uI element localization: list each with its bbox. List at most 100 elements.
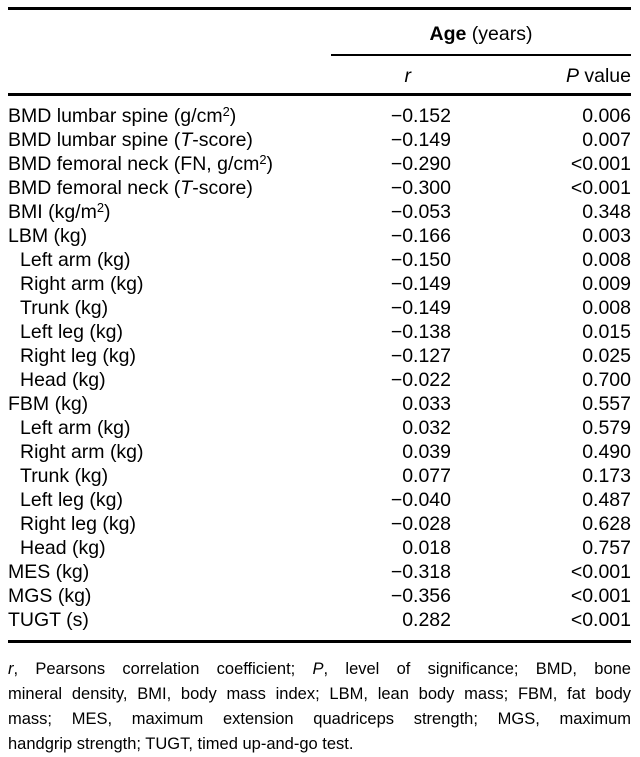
- r-value: −0.356: [390, 585, 451, 607]
- row-label: FBM (kg): [8, 393, 89, 415]
- table-row: BMD lumbar spine (T-score) −0.149 0.007: [8, 128, 631, 152]
- table-row: Left arm (kg) 0.032 0.579: [8, 416, 631, 440]
- table-row: MGS (kg) −0.356 <0.001: [8, 584, 631, 608]
- table-row: Right leg (kg) −0.127 0.025: [8, 344, 631, 368]
- row-label: MGS (kg): [8, 585, 92, 607]
- row-label: BMD lumbar spine (g/cm2): [8, 104, 237, 127]
- table-row: Head (kg) −0.022 0.700: [8, 368, 631, 392]
- p-value: 0.487: [582, 489, 631, 511]
- table-row: Trunk (kg) −0.149 0.008: [8, 296, 631, 320]
- r-value: 0.018: [402, 537, 451, 559]
- row-label: Head (kg): [20, 369, 106, 391]
- column-headers-row: r P value: [8, 56, 632, 93]
- table-bottom-rule: [8, 640, 631, 643]
- r-value: −0.152: [390, 105, 451, 127]
- column-header-p-value: P value: [565, 65, 631, 87]
- r-value: 0.282: [402, 609, 451, 631]
- p-value: <0.001: [570, 177, 631, 199]
- r-value: −0.138: [390, 321, 451, 343]
- p-value: 0.007: [582, 129, 631, 151]
- footnote-line: mass; MES, maximum extension quadriceps …: [8, 710, 631, 728]
- row-label: Left leg (kg): [20, 489, 123, 511]
- table-top-rule: [8, 7, 631, 10]
- r-value: −0.166: [390, 225, 451, 247]
- table-row: Left leg (kg) −0.040 0.487: [8, 488, 631, 512]
- column-header-r: r: [404, 65, 412, 87]
- r-value: −0.053: [390, 201, 451, 223]
- table-row: BMD lumbar spine (g/cm2) −0.152 0.006: [8, 104, 631, 128]
- row-label: Head (kg): [20, 537, 106, 559]
- r-value: −0.150: [390, 249, 451, 271]
- row-label: TUGT (s): [8, 609, 89, 631]
- table-row: Right arm (kg) −0.149 0.009: [8, 272, 631, 296]
- row-label: Right leg (kg): [20, 345, 136, 367]
- p-value: 0.008: [582, 297, 631, 319]
- p-value: <0.001: [570, 585, 631, 607]
- r-value: −0.318: [390, 561, 451, 583]
- r-value: −0.127: [390, 345, 451, 367]
- r-value: 0.033: [402, 393, 451, 415]
- row-label: Right arm (kg): [20, 273, 144, 295]
- table-row: Head (kg) 0.018 0.757: [8, 536, 631, 560]
- p-value: 0.009: [582, 273, 631, 295]
- p-value: 0.008: [582, 249, 631, 271]
- p-value: 0.579: [582, 417, 631, 439]
- table-row: FBM (kg) 0.033 0.557: [8, 392, 631, 416]
- r-value: 0.039: [402, 441, 451, 463]
- r-value: −0.028: [390, 513, 451, 535]
- column-header-spacer: [8, 64, 331, 88]
- row-label: Left arm (kg): [20, 417, 131, 439]
- footnote-line: r, Pearsons correlation coefficient; P, …: [8, 660, 631, 678]
- row-label: MES (kg): [8, 561, 90, 583]
- row-label: Right leg (kg): [20, 513, 136, 535]
- p-value: 0.025: [582, 345, 631, 367]
- r-value: 0.032: [402, 417, 451, 439]
- row-label: Right arm (kg): [20, 441, 144, 463]
- header-bottom-rule: [8, 93, 631, 96]
- r-value: −0.022: [390, 369, 451, 391]
- table-row: BMD femoral neck (T-score) −0.300 <0.001: [8, 176, 631, 200]
- table-row: BMI (kg/m2) −0.053 0.348: [8, 200, 631, 224]
- footnote-line: mineral density, BMI, body mass index; L…: [8, 685, 631, 703]
- row-label: BMD femoral neck (T-score): [8, 177, 253, 199]
- r-value: −0.149: [390, 273, 451, 295]
- p-value: 0.003: [582, 225, 631, 247]
- row-label: Left arm (kg): [20, 249, 131, 271]
- row-label: LBM (kg): [8, 225, 88, 247]
- row-label: BMI (kg/m2): [8, 200, 111, 223]
- p-value: <0.001: [570, 609, 631, 631]
- p-value: 0.490: [582, 441, 631, 463]
- column-group-header-age: Age (years): [331, 10, 631, 56]
- row-label: BMD lumbar spine (T-score): [8, 129, 253, 151]
- p-value: <0.001: [570, 153, 631, 175]
- table-row: TUGT (s) 0.282 <0.001: [8, 608, 631, 632]
- row-label: Trunk (kg): [20, 465, 109, 487]
- p-value: 0.557: [582, 393, 631, 415]
- row-label: Trunk (kg): [20, 297, 109, 319]
- r-value: −0.040: [390, 489, 451, 511]
- r-value: −0.300: [390, 177, 451, 199]
- table-row: Left leg (kg) −0.138 0.015: [8, 320, 631, 344]
- r-value: −0.290: [390, 153, 451, 175]
- p-value: 0.628: [582, 513, 631, 535]
- table-row: MES (kg) −0.318 <0.001: [8, 560, 631, 584]
- table-row: Right leg (kg) −0.028 0.628: [8, 512, 631, 536]
- p-value: 0.015: [582, 321, 631, 343]
- p-value: 0.348: [582, 201, 631, 223]
- footnote-line: handgrip strength; TUGT, timed up-and-go…: [8, 735, 354, 753]
- table-row: Trunk (kg) 0.077 0.173: [8, 464, 631, 488]
- table-row: BMD femoral neck (FN, g/cm2) −0.290 <0.001: [8, 152, 631, 176]
- p-value: 0.173: [582, 465, 631, 487]
- row-label: Left leg (kg): [20, 321, 123, 343]
- table-body: BMD lumbar spine (g/cm2) −0.152 0.006 BMD l…: [8, 96, 631, 632]
- table-row: Right arm (kg) 0.039 0.490: [8, 440, 631, 464]
- table-row: Left arm (kg) −0.150 0.008: [8, 248, 631, 272]
- table-footnote: r, Pearsons correlation coefficient; P, …: [8, 657, 631, 757]
- p-value: 0.006: [582, 105, 631, 127]
- p-value: 0.757: [582, 537, 631, 559]
- r-value: 0.077: [402, 465, 451, 487]
- p-value: <0.001: [570, 561, 631, 583]
- r-value: −0.149: [390, 129, 451, 151]
- row-label: BMD femoral neck (FN, g/cm2): [8, 152, 274, 175]
